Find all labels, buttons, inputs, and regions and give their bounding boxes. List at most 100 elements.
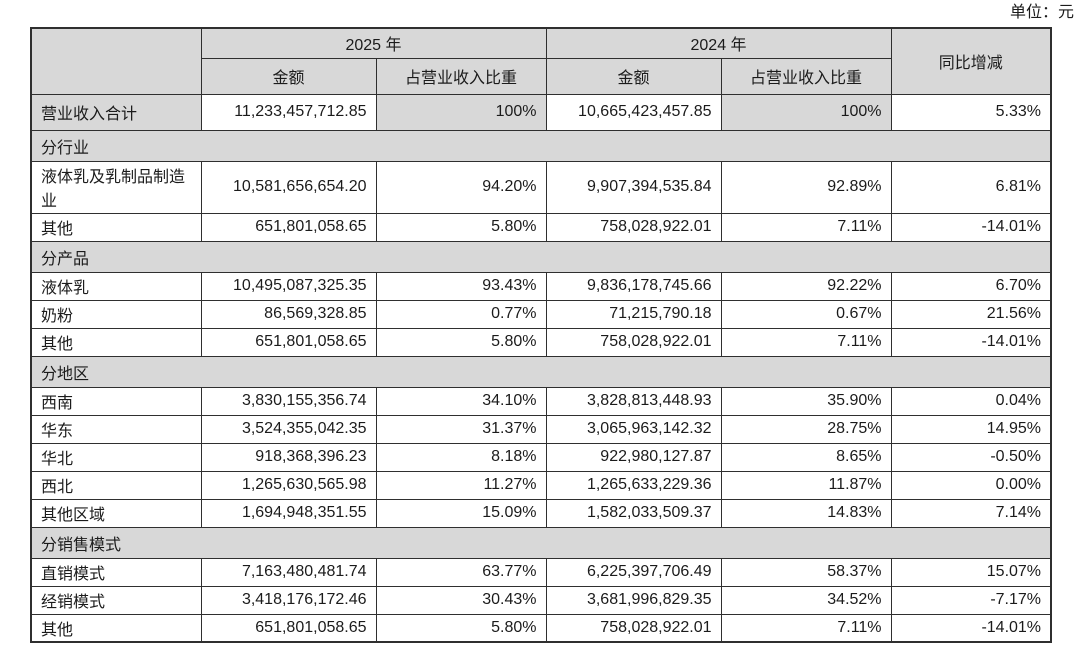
pct-2025: 94.20% bbox=[375, 160, 547, 214]
pct-2025: 31.37% bbox=[375, 414, 547, 444]
table-row: 华北 918,368,396.23 8.18% 922,980,127.87 8.65%… bbox=[30, 442, 1052, 472]
pct-2025: 100% bbox=[375, 93, 547, 131]
yoy-value: 0.04% bbox=[890, 386, 1052, 416]
table-row: 西北 1,265,630,565.98 11.27% 1,265,633,229.36… bbox=[30, 470, 1052, 500]
yoy-value: -7.17% bbox=[890, 585, 1052, 615]
section-row: 分产品 bbox=[30, 240, 1052, 273]
total-row: 营业收入合计 11,233,457,712.85 100% 10,665,423,45… bbox=[30, 93, 1052, 131]
amount-2024: 1,582,033,509.37 bbox=[545, 498, 722, 528]
pct-2024: 100% bbox=[720, 93, 892, 131]
pct-2024: 34.52% bbox=[720, 585, 892, 615]
table-row: 华东 3,524,355,042.35 31.37% 3,065,963,142.32… bbox=[30, 414, 1052, 444]
amount-2025: 1,265,630,565.98 bbox=[200, 470, 377, 500]
section-row: 分销售模式 bbox=[30, 526, 1052, 559]
yoy-value: 21.56% bbox=[890, 299, 1052, 329]
header-row-measures: 金额 占营业收入比重 金额 占营业收入比重 bbox=[31, 57, 1051, 95]
table-row: 其他区域 1,694,948,351.55 15.09% 1,582,033,509.… bbox=[30, 498, 1052, 528]
pct-2024: 28.75% bbox=[720, 414, 892, 444]
row-label: 其他 bbox=[30, 212, 202, 242]
table-row: 液体乳及乳制品制造业 10,581,656,654.20 94.20% 9,907,3… bbox=[30, 160, 1052, 214]
pct-2024: 58.37% bbox=[720, 557, 892, 587]
row-label: 西北 bbox=[30, 470, 202, 500]
year-2024-header: 2024 年 bbox=[545, 27, 892, 59]
pct-2025: 93.43% bbox=[375, 271, 547, 301]
section-label: 分行业 bbox=[30, 129, 1052, 162]
yoy-value: -14.01% bbox=[890, 212, 1052, 242]
amount-2024: 71,215,790.18 bbox=[545, 299, 722, 329]
section-label: 分地区 bbox=[30, 355, 1052, 388]
pct-2024: 7.11% bbox=[720, 613, 892, 643]
pct-2025: 5.80% bbox=[375, 327, 547, 357]
row-label: 经销模式 bbox=[30, 585, 202, 615]
pct-2025: 0.77% bbox=[375, 299, 547, 329]
amount-2025: 11,233,457,712.85 bbox=[200, 93, 377, 131]
amount-2024: 1,265,633,229.36 bbox=[545, 470, 722, 500]
pct-2025-header: 占营业收入比重 bbox=[375, 57, 547, 95]
pct-2025: 8.18% bbox=[375, 442, 547, 472]
row-label: 直销模式 bbox=[30, 557, 202, 587]
amount-2024: 922,980,127.87 bbox=[545, 442, 722, 472]
amount-2025-header: 金额 bbox=[200, 57, 377, 95]
unit-label: 单位：元 bbox=[1009, 4, 1074, 21]
yoy-value: 6.81% bbox=[890, 160, 1052, 214]
table-row: 奶粉 86,569,328.85 0.77% 71,215,790.18 0.67% 21… bbox=[30, 299, 1052, 329]
amount-2024: 3,828,813,448.93 bbox=[545, 386, 722, 416]
section-row: 分行业 bbox=[30, 129, 1052, 162]
pct-2025: 11.27% bbox=[375, 470, 547, 500]
pct-2024: 92.22% bbox=[720, 271, 892, 301]
yoy-value: -14.01% bbox=[890, 613, 1052, 643]
pct-2024: 14.83% bbox=[720, 498, 892, 528]
yoy-value: -0.50% bbox=[890, 442, 1052, 472]
pct-2024: 7.11% bbox=[720, 327, 892, 357]
table-body: 营业收入合计 11,233,457,712.85 100% 10,665,423,45… bbox=[30, 93, 1052, 643]
blank-corner-cell bbox=[30, 27, 202, 95]
amount-2024: 9,907,394,535.84 bbox=[545, 160, 722, 214]
pct-2025: 5.80% bbox=[375, 212, 547, 242]
row-label: 西南 bbox=[30, 386, 202, 416]
amount-2025: 1,694,948,351.55 bbox=[200, 498, 377, 528]
amount-2025: 918,368,396.23 bbox=[200, 442, 377, 472]
pct-2025: 63.77% bbox=[375, 557, 547, 587]
yoy-value: 5.33% bbox=[890, 93, 1052, 131]
section-row: 分地区 bbox=[30, 355, 1052, 388]
amount-2024-header: 金额 bbox=[545, 57, 722, 95]
amount-2025: 86,569,328.85 bbox=[200, 299, 377, 329]
row-label: 其他 bbox=[30, 327, 202, 357]
amount-2024: 758,028,922.01 bbox=[545, 212, 722, 242]
row-label: 液体乳及乳制品制造业 bbox=[30, 160, 202, 214]
amount-2024: 6,225,397,706.49 bbox=[545, 557, 722, 587]
amount-2025: 3,524,355,042.35 bbox=[200, 414, 377, 444]
amount-2025: 651,801,058.65 bbox=[200, 212, 377, 242]
amount-2024: 758,028,922.01 bbox=[545, 327, 722, 357]
amount-2024: 9,836,178,745.66 bbox=[545, 271, 722, 301]
table-row: 直销模式 7,163,480,481.74 63.77% 6,225,397,706.… bbox=[30, 557, 1052, 587]
pct-2024: 0.67% bbox=[720, 299, 892, 329]
pct-2025: 5.80% bbox=[375, 613, 547, 643]
table-row: 其他 651,801,058.65 5.80% 758,028,922.01 7.11%… bbox=[30, 327, 1052, 357]
amount-2024: 3,681,996,829.35 bbox=[545, 585, 722, 615]
yoy-value: 15.07% bbox=[890, 557, 1052, 587]
yoy-value: 7.14% bbox=[890, 498, 1052, 528]
row-label: 其他 bbox=[30, 613, 202, 643]
amount-2025: 3,830,155,356.74 bbox=[200, 386, 377, 416]
pct-2024: 7.11% bbox=[720, 212, 892, 242]
row-label: 营业收入合计 bbox=[30, 93, 202, 131]
pct-2024: 8.65% bbox=[720, 442, 892, 472]
row-label: 奶粉 bbox=[30, 299, 202, 329]
pct-2024-header: 占营业收入比重 bbox=[720, 57, 892, 95]
table-row: 其他 651,801,058.65 5.80% 758,028,922.01 7.11%… bbox=[30, 613, 1052, 643]
amount-2024: 3,065,963,142.32 bbox=[545, 414, 722, 444]
table-row: 其他 651,801,058.65 5.80% 758,028,922.01 7.11%… bbox=[30, 212, 1052, 242]
pct-2025: 15.09% bbox=[375, 498, 547, 528]
yoy-value: 0.00% bbox=[890, 470, 1052, 500]
yoy-value: 6.70% bbox=[890, 271, 1052, 301]
yoy-value: -14.01% bbox=[890, 327, 1052, 357]
amount-2025: 10,495,087,325.35 bbox=[200, 271, 377, 301]
row-label: 液体乳 bbox=[30, 271, 202, 301]
pct-2025: 30.43% bbox=[375, 585, 547, 615]
amount-2025: 651,801,058.65 bbox=[200, 613, 377, 643]
section-label: 分销售模式 bbox=[30, 526, 1052, 559]
section-label: 分产品 bbox=[30, 240, 1052, 273]
pct-2024: 92.89% bbox=[720, 160, 892, 214]
